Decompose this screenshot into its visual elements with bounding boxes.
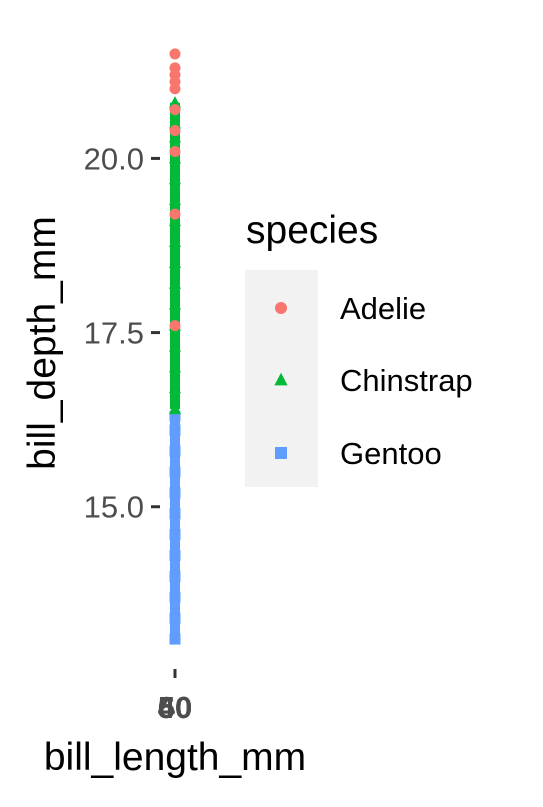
legend-key-gentoo [275, 447, 287, 459]
data-point-gentoo [169, 410, 181, 422]
y-tick-label: 17.5 [84, 316, 144, 351]
data-point-chinstrap [168, 130, 182, 143]
x-axis-title: bill_length_mm [44, 736, 306, 779]
data-point-gentoo [169, 591, 181, 603]
legend-title: species [246, 209, 378, 252]
legend-label-adelie: Adelie [340, 291, 426, 326]
series-band-chinstrap [170, 102, 180, 410]
data-point-chinstrap [168, 277, 182, 289]
data-point-chinstrap [168, 193, 182, 206]
data-point-adelie [169, 208, 181, 220]
data-point-chinstrap [168, 298, 182, 310]
data-point-chinstrap [168, 172, 182, 185]
legend-label-chinstrap: Chinstrap [340, 363, 473, 398]
data-point-chinstrap [168, 116, 182, 129]
data-point-chinstrap [168, 402, 182, 415]
data-point-chinstrap [168, 339, 182, 352]
y-axis: 15.0 17.5 20.0 [84, 141, 160, 525]
data-point-chinstrap [168, 96, 182, 108]
data-point-chinstrap [168, 360, 182, 373]
data-point-gentoo [169, 487, 181, 499]
data-point-adelie [169, 48, 181, 60]
y-tick-label: 20.0 [84, 141, 144, 176]
data-point-adelie [169, 320, 181, 332]
data-point-gentoo [169, 508, 181, 520]
data-point-chinstrap [168, 214, 182, 227]
y-tick-label: 15.0 [84, 490, 144, 525]
series-band-gentoo [170, 416, 180, 640]
points-layer [168, 48, 182, 645]
data-point-adelie [169, 104, 181, 116]
data-point-gentoo [169, 612, 181, 624]
x-tick-label: 40 [158, 690, 192, 725]
data-point-gentoo [169, 445, 181, 457]
data-point-chinstrap [168, 256, 182, 268]
legend-key-chinstrap [274, 372, 288, 386]
data-point-gentoo [169, 529, 181, 541]
data-point-adelie [169, 62, 181, 74]
legend: species Adelie Chinstrap Gentoo [245, 209, 473, 487]
data-point-chinstrap [168, 235, 182, 247]
data-point-gentoo [169, 633, 181, 645]
data-point-gentoo [169, 424, 181, 436]
legend-label-gentoo: Gentoo [340, 436, 442, 471]
legend-key-adelie [275, 302, 287, 314]
data-point-adelie [169, 125, 181, 137]
legend-entries: Adelie Chinstrap Gentoo [274, 291, 473, 471]
data-point-gentoo [169, 550, 181, 562]
data-point-chinstrap [168, 381, 182, 394]
x-tick-label: 60 [158, 690, 192, 725]
data-point-gentoo [169, 466, 181, 478]
y-axis-title: bill_depth_mm [21, 216, 64, 470]
x-tick-label: 50 [158, 690, 192, 725]
data-point-adelie [169, 145, 181, 157]
data-point-chinstrap [168, 151, 182, 164]
data-point-gentoo [169, 570, 181, 582]
